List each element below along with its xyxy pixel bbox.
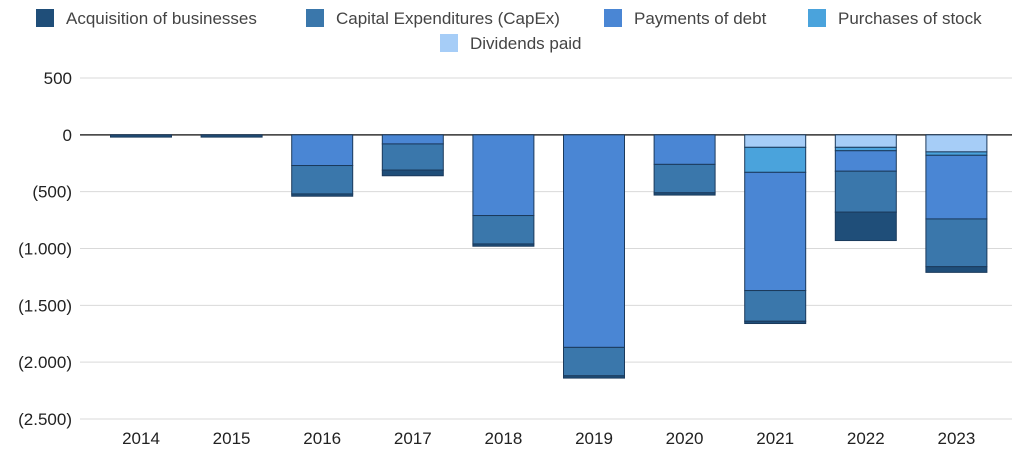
bar-payments-of-debt-2018 [472,134,535,217]
bar-acquisition-of-businesses-2022 [834,211,897,242]
y-tick-label: (1.000) [18,240,72,259]
bar-capital-expenditures-capex-2017 [381,143,444,171]
bars [110,134,988,379]
bar-purchases-of-stock-2021 [744,146,807,173]
bar-payments-of-debt-2019 [563,134,625,348]
bar-acquisition-of-businesses-2020 [653,192,716,196]
bar-payments-of-debt-2022 [834,150,897,172]
gridlines [80,77,1012,420]
bar-payments-of-debt-2023 [925,154,988,220]
legend-swatch-payments-of-debt [604,9,622,27]
legend-label-payments-of-debt: Payments of debt [634,9,767,28]
legend-label-acquisition-of-businesses: Acquisition of businesses [66,9,257,28]
bar-acquisition-of-businesses-2021 [744,320,807,325]
bar-acquisition-of-businesses-2023 [925,266,988,273]
bar-capital-expenditures-capex-2021 [744,290,807,322]
bar-capital-expenditures-capex-2022 [834,170,897,213]
bar-capital-expenditures-capex-2016 [291,165,354,195]
x-axis: 2014 2015 2016 2017 2018 2019 2020 2021 2022 2023 [122,429,975,448]
bar-payments-of-debt-2016 [291,134,354,167]
x-tick-label: 2021 [756,429,794,448]
y-tick-label: 500 [44,69,72,88]
x-tick-label: 2020 [666,429,704,448]
y-axis: 500 0 (500) (1.000) (1.500) (2.000) (2.500) [18,69,72,429]
y-tick-label: (500) [32,183,72,202]
x-tick-label: 2019 [575,429,613,448]
x-tick-label: 2017 [394,429,432,448]
x-tick-label: 2014 [122,429,160,448]
legend-swatch-capital-expenditures-capex [306,9,324,27]
bar-dividends-paid-2022 [834,134,897,148]
bar-dividends-paid-2021 [744,134,807,148]
bar-capital-expenditures-capex-2019 [563,346,625,377]
bar-capital-expenditures-capex-2023 [925,218,988,268]
legend-label-capital-expenditures-capex: Capital Expenditures (CapEx) [336,9,560,28]
y-tick-label: (1.500) [18,296,72,315]
bar-acquisition-of-businesses-2014 [110,134,172,138]
bar-acquisition-of-businesses-2019 [563,375,625,379]
y-tick-label: 0 [63,126,72,145]
legend-swatch-purchases-of-stock [808,9,826,27]
bar-payments-of-debt-2020 [653,134,716,165]
x-tick-label: 2023 [937,429,975,448]
bar-capital-expenditures-capex-2020 [653,163,716,194]
bar-acquisition-of-businesses-2017 [381,169,444,177]
bar-purchases-of-stock-2023 [925,151,988,156]
legend-swatch-acquisition-of-businesses [36,9,54,27]
legend-swatch-dividends-paid [440,34,458,52]
x-tick-label: 2016 [303,429,341,448]
bar-acquisition-of-businesses-2015 [200,134,263,138]
legend: Acquisition of businesses Capital Expendi… [36,9,982,53]
bar-dividends-paid-2023 [925,134,988,153]
bar-acquisition-of-businesses-2018 [472,243,535,247]
y-tick-label: (2.000) [18,353,72,372]
x-tick-label: 2018 [484,429,522,448]
y-tick-label: (2.500) [18,410,72,429]
legend-label-dividends-paid: Dividends paid [470,34,582,53]
bar-purchases-of-stock-2022 [834,146,897,152]
bar-payments-of-debt-2021 [744,171,807,292]
bar-payments-of-debt-2017 [381,134,444,145]
x-tick-label: 2015 [213,429,251,448]
bar-acquisition-of-businesses-2016 [291,193,354,197]
legend-label-purchases-of-stock: Purchases of stock [838,9,982,28]
x-tick-label: 2022 [847,429,885,448]
bar-capital-expenditures-capex-2018 [472,215,535,245]
